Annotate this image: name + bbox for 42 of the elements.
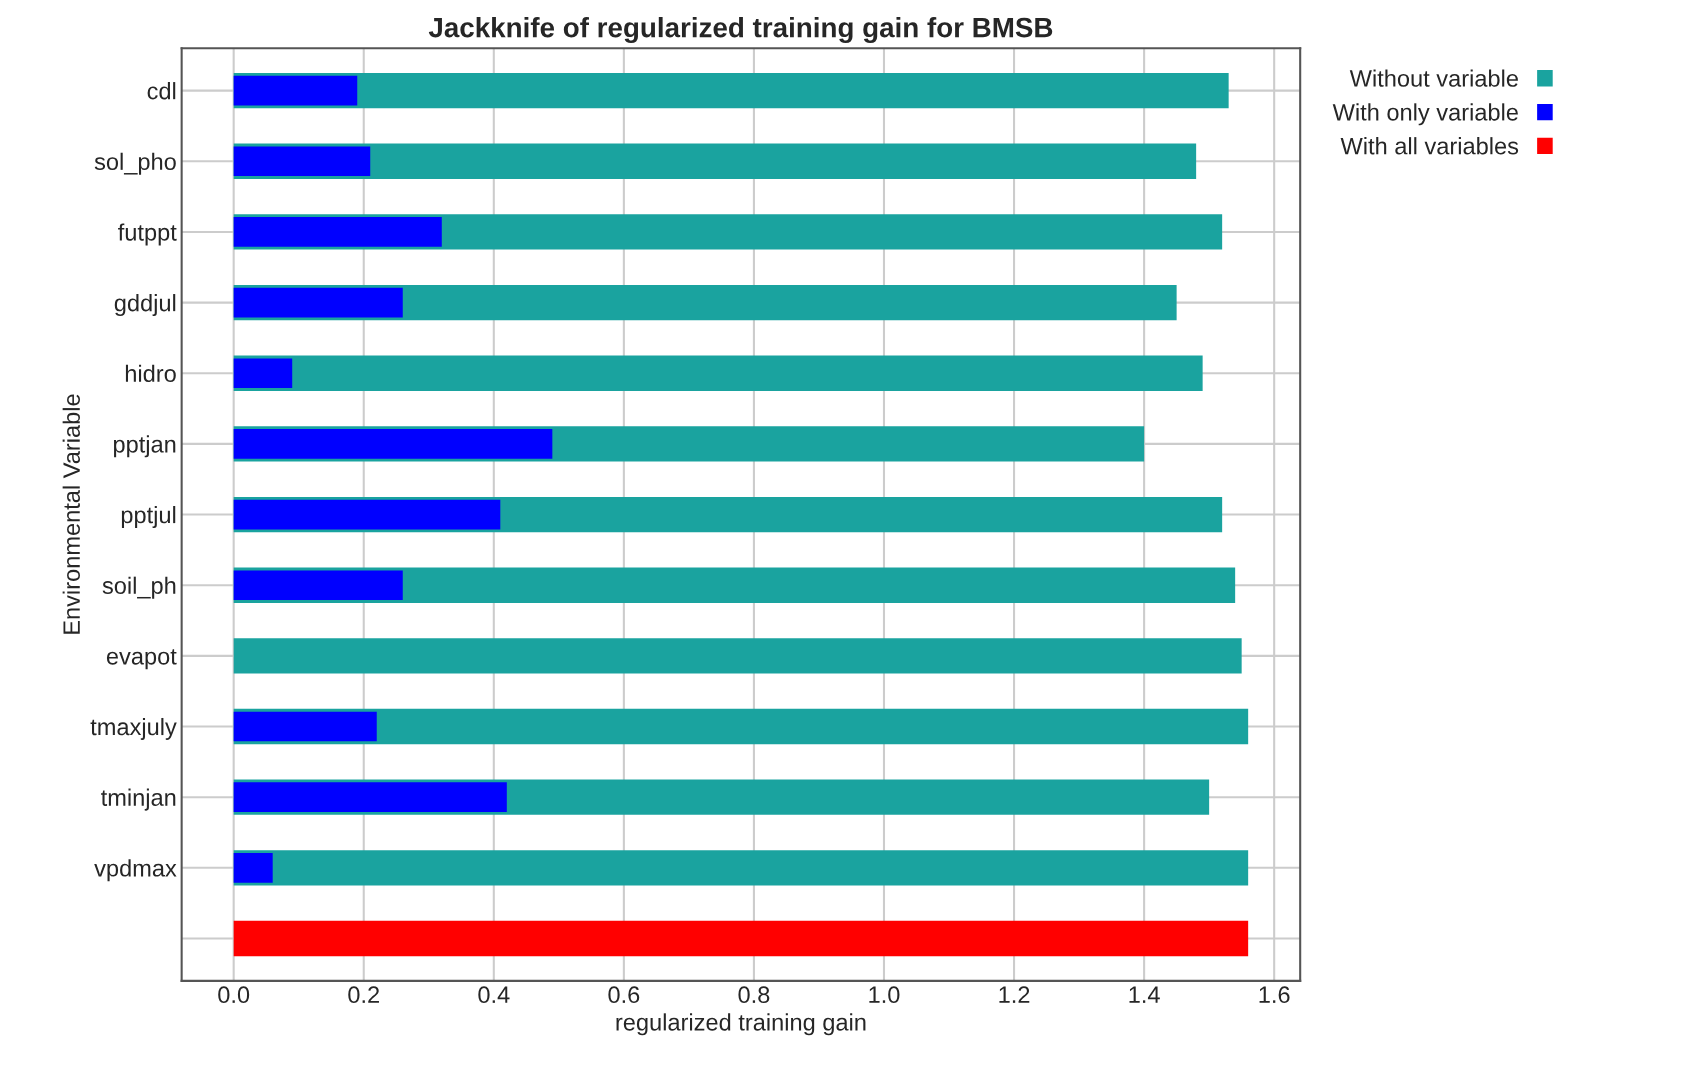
x-tick-label: 0.2 [348,986,379,1004]
x-tick-label: 0.0 [218,986,250,1004]
y-tick-label: pptjan [113,435,176,458]
y-tick-label: gddjul [114,294,176,317]
bar [233,853,273,883]
bar [233,850,1249,886]
y-tick-label: tmaxjuly [90,717,177,740]
legend-label: Without variable [1349,69,1518,87]
bar [233,146,371,177]
bar [233,499,501,530]
bar [233,355,1203,391]
chart-title: Jackknife of regularized training gain for BMSB [428,17,1053,44]
bar [233,638,1242,674]
bar [233,287,403,318]
bar [233,75,358,106]
y-tick-label: sol_pho [94,152,176,175]
x-tick-label: 1.2 [999,986,1030,1003]
x-axis-title: regularized training gain [616,1013,866,1036]
x-tick-label: 1.0 [869,986,900,1004]
y-tick-label: pptjul [121,506,176,529]
x-tick-label: 0.6 [608,986,640,1004]
x-tick-label: 0.4 [478,986,510,1004]
x-tick-label: 0.8 [738,986,770,1004]
y-axis-title: Environmental Variable [62,394,80,634]
y-tick-label: hidro [125,364,176,383]
bar [233,711,377,742]
bar [233,217,442,247]
y-tick-label: evapot [106,649,177,670]
y-tick-label: futppt [118,223,177,246]
bar [233,429,553,459]
bar [233,920,1249,957]
x-tick-label: 1.4 [1129,986,1160,1003]
y-tick-label: vpdmax [94,859,177,882]
y-tick-label: cdl [147,82,176,100]
legend-label: With all variables [1340,137,1519,155]
bar [233,358,293,389]
x-tick-label: 1.6 [1259,986,1290,1004]
bar [233,782,507,813]
bar [233,570,403,601]
y-tick-label: tminjan [101,788,176,811]
y-tick-label: soil_ph [102,576,176,599]
legend-label: With only variable [1332,103,1518,126]
